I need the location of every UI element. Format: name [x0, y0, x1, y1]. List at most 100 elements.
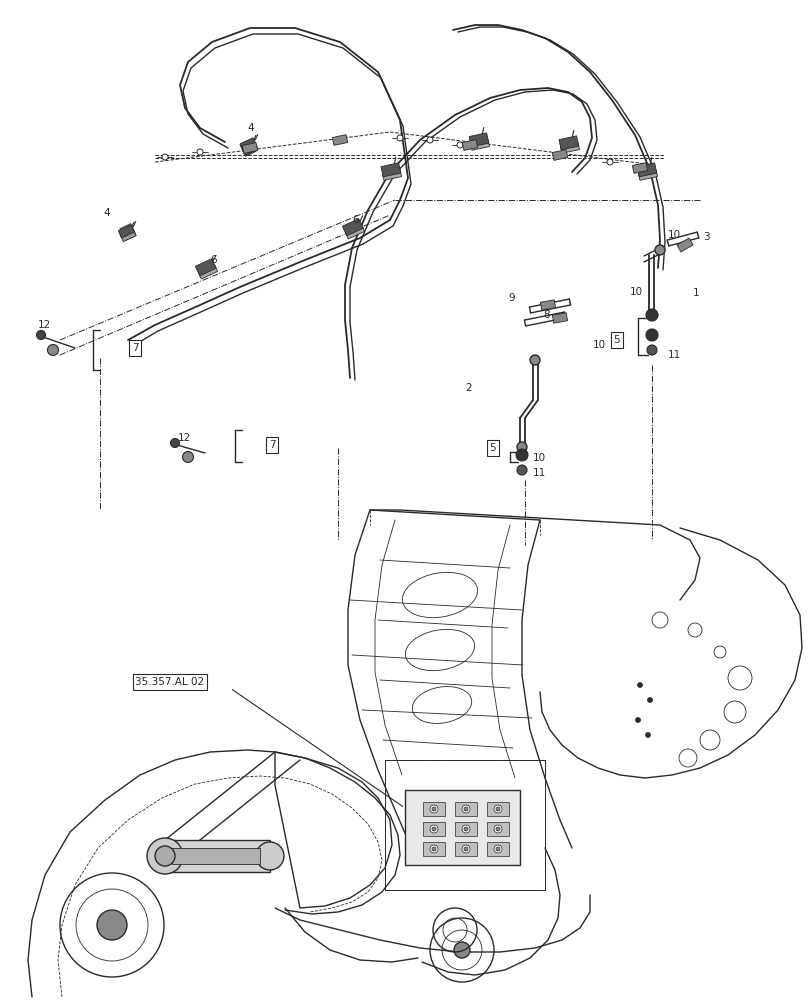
Text: 11: 11 [668, 350, 681, 360]
Polygon shape [638, 170, 658, 180]
Polygon shape [637, 163, 657, 177]
Polygon shape [242, 141, 258, 155]
Polygon shape [382, 170, 402, 180]
Circle shape [432, 827, 436, 831]
Circle shape [517, 465, 527, 475]
Circle shape [430, 805, 438, 813]
Text: 7: 7 [132, 343, 138, 353]
Circle shape [183, 452, 193, 462]
Bar [455, 802, 477, 816]
Text: 3: 3 [703, 232, 709, 242]
Polygon shape [120, 224, 134, 235]
Polygon shape [343, 219, 363, 236]
Bar [455, 842, 477, 856]
Text: 12: 12 [178, 433, 191, 443]
Circle shape [638, 682, 642, 688]
Circle shape [496, 807, 500, 811]
Text: 35.357.AL 02: 35.357.AL 02 [136, 677, 204, 687]
Circle shape [639, 164, 645, 170]
Bar [423, 802, 445, 816]
Polygon shape [462, 140, 478, 150]
Circle shape [647, 345, 657, 355]
Bar [172, 848, 260, 864]
Circle shape [494, 805, 502, 813]
Text: 11: 11 [533, 468, 546, 478]
Circle shape [516, 449, 528, 461]
Polygon shape [553, 313, 567, 323]
Polygon shape [559, 136, 579, 150]
Circle shape [464, 807, 468, 811]
Bar [487, 802, 509, 816]
Text: 6: 6 [210, 255, 217, 265]
Polygon shape [242, 143, 258, 153]
Circle shape [430, 825, 438, 833]
Bar [487, 842, 509, 856]
Circle shape [464, 847, 468, 851]
Circle shape [494, 825, 502, 833]
Circle shape [530, 355, 540, 365]
Text: 10: 10 [630, 287, 643, 297]
Text: 7: 7 [269, 440, 276, 450]
Polygon shape [470, 140, 490, 150]
Text: 10: 10 [533, 453, 546, 463]
Text: 9: 9 [508, 293, 515, 303]
Text: 10: 10 [593, 340, 606, 350]
Polygon shape [242, 145, 256, 156]
Text: 12: 12 [38, 320, 51, 330]
Circle shape [97, 910, 127, 940]
Circle shape [36, 330, 45, 340]
Circle shape [655, 245, 665, 255]
Bar [405, 790, 520, 865]
Circle shape [646, 732, 650, 738]
Text: 10: 10 [668, 230, 681, 240]
Polygon shape [553, 150, 568, 160]
Circle shape [494, 845, 502, 853]
Bar [162, 840, 270, 872]
Circle shape [454, 942, 470, 958]
Polygon shape [677, 238, 693, 252]
Circle shape [607, 159, 613, 165]
Polygon shape [199, 265, 217, 279]
Circle shape [646, 309, 658, 321]
Text: 5: 5 [490, 443, 496, 453]
Circle shape [197, 149, 203, 155]
Bar [385, 760, 545, 890]
Polygon shape [541, 300, 556, 310]
Bar [385, 760, 545, 890]
Circle shape [462, 845, 470, 853]
Bar [423, 842, 445, 856]
Circle shape [432, 847, 436, 851]
Circle shape [647, 698, 653, 702]
Circle shape [162, 154, 168, 160]
Circle shape [155, 846, 175, 866]
Circle shape [430, 845, 438, 853]
Circle shape [636, 718, 641, 722]
Circle shape [462, 805, 470, 813]
Polygon shape [332, 135, 347, 145]
Text: 6: 6 [352, 215, 359, 225]
Circle shape [517, 442, 527, 452]
Polygon shape [345, 225, 364, 239]
Text: 4: 4 [247, 123, 254, 133]
Circle shape [256, 842, 284, 870]
Circle shape [457, 142, 463, 148]
Circle shape [432, 807, 436, 811]
Circle shape [462, 825, 470, 833]
Text: 4: 4 [103, 208, 110, 218]
Text: 2: 2 [465, 383, 472, 393]
Polygon shape [118, 225, 134, 238]
Circle shape [496, 827, 500, 831]
Text: 1: 1 [693, 288, 700, 298]
Circle shape [147, 838, 183, 874]
Polygon shape [561, 143, 579, 153]
Circle shape [48, 344, 58, 356]
Circle shape [397, 135, 403, 141]
Polygon shape [240, 140, 254, 151]
Circle shape [496, 847, 500, 851]
Bar [487, 822, 509, 836]
Text: 8: 8 [543, 310, 549, 320]
Circle shape [170, 438, 179, 448]
Polygon shape [240, 138, 256, 151]
Text: 5: 5 [614, 335, 621, 345]
Circle shape [646, 329, 658, 341]
